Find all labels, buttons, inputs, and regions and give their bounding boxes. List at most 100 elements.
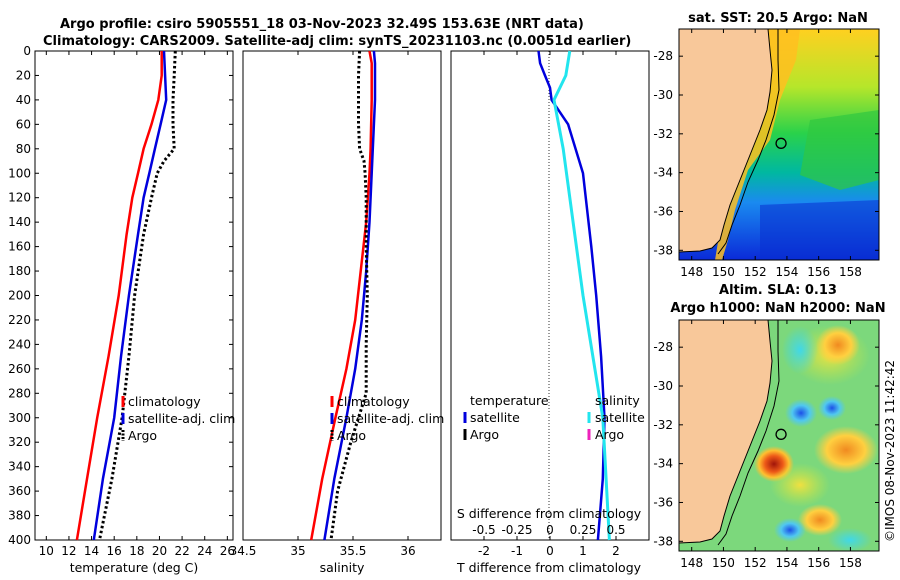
difference-axes-frame [450, 50, 650, 541]
x-tick-label: 2 [612, 544, 620, 558]
x-tick-label: 1 [579, 544, 587, 558]
sla-map-title-line2: Argo h1000: NaN h2000: NaN [670, 301, 885, 316]
depth-tick-label: 180 [8, 264, 31, 278]
s-tick-label: -0.25 [501, 523, 532, 537]
legend-label: satellite [595, 410, 645, 425]
legend-label: satellite-adj. clim [337, 411, 444, 426]
difference-panel: -2 -1 0 1 2 temperature salinity satellite Argo… [450, 50, 650, 575]
legend-label: climatology [128, 394, 201, 409]
map-y-tick-label: -34 [653, 457, 673, 471]
depth-tick-label: 160 [8, 240, 31, 254]
map-y-tick-label: -36 [653, 204, 673, 218]
x-tick-label: 26 [220, 544, 235, 558]
legend-label: Argo [470, 427, 499, 442]
sla-argo-marker [775, 428, 787, 440]
s-tick-label: -0.5 [472, 523, 495, 537]
map-x-tick-label: 158 [839, 265, 862, 279]
map-y-tick-label: -34 [653, 166, 673, 180]
sst-map-ticks: 148 150 152 154 156 158 -28 -30 -32 -34 -36 -38 [653, 29, 879, 279]
sla-coastline [679, 320, 773, 544]
map-y-tick-label: -32 [653, 127, 673, 141]
sst-map-panel: sat. SST: 20.5 Argo: NaN 148 150 152 154 156… [653, 11, 880, 279]
x-tick-label: -1 [511, 544, 523, 558]
map-y-tick-label: -28 [653, 49, 673, 63]
s-tick-label: 0.5 [606, 523, 625, 537]
sst-coastline [679, 29, 773, 253]
x-tick-label: 36 [400, 544, 415, 558]
x-tick-label: 12 [61, 544, 76, 558]
t-difference-xlabel: T difference from climatology [456, 560, 642, 575]
legend-label: Argo [595, 427, 624, 442]
legend-label: climatology [337, 394, 410, 409]
map-y-tick-label: -28 [653, 340, 673, 354]
map-x-tick-label: 156 [807, 265, 830, 279]
depth-tick-label: 360 [8, 484, 31, 498]
sst-map-frame [678, 28, 880, 261]
sla-map-frame [678, 319, 880, 552]
sla-map-ticks: 148 150 152 154 156 158 -28 -30 -32 -34 -36 -38 [653, 320, 879, 570]
depth-tick-label: 100 [8, 166, 31, 180]
x-tick-label: 0 [546, 544, 554, 558]
x-tick-label: 22 [174, 544, 189, 558]
salinity-axes-frame [242, 50, 442, 541]
depth-tick-label: 140 [8, 215, 31, 229]
map-y-tick-label: -38 [653, 534, 673, 548]
s-tick-label: 0.25 [570, 523, 597, 537]
temperature-xlabel: temperature (deg C) [70, 560, 199, 575]
depth-tick-label: 200 [8, 289, 31, 303]
x-tick-label: 18 [129, 544, 144, 558]
map-y-tick-label: -30 [653, 88, 673, 102]
map-x-tick-label: 150 [712, 265, 735, 279]
salinity-ticks: 34.5 35 35.5 36 [230, 51, 416, 558]
sla-land [679, 320, 772, 543]
s-difference-ticks: -0.5 -0.25 0 0.25 0.5 [472, 523, 625, 537]
map-x-tick-label: 154 [775, 556, 798, 570]
map-x-tick-label: 158 [839, 556, 862, 570]
map-x-tick-label: 148 [680, 265, 703, 279]
depth-tick-label: 300 [8, 411, 31, 425]
climatology-line [75, 51, 163, 541]
imos-watermark: ©IMOS 08-Nov-2023 11:42:42 [883, 360, 897, 542]
depth-tick-label: 120 [8, 191, 31, 205]
sla-blue-blob-1 [785, 399, 817, 427]
sla-orange-blob-north [816, 325, 860, 365]
map-x-tick-label: 148 [680, 556, 703, 570]
depth-tick-label: 80 [16, 142, 31, 156]
satellite-adj-clim-line [92, 50, 168, 541]
legend-label: satellite [470, 410, 520, 425]
map-y-tick-label: -36 [653, 495, 673, 509]
s-satellite-diff-line [552, 50, 611, 541]
x-tick-label: 14 [84, 544, 99, 558]
sla-orange-blob-east [814, 426, 878, 474]
map-x-tick-label: 154 [775, 265, 798, 279]
s-difference-top-label: S difference from climatology [457, 506, 642, 521]
x-tick-label: 35.5 [340, 544, 367, 558]
depth-tick-label: 340 [8, 460, 31, 474]
map-x-tick-label: 152 [744, 265, 767, 279]
depth-tick-label: 40 [16, 93, 31, 107]
sla-map-panel: Altim. SLA: 0.13 Argo h1000: NaN h2000: … [653, 283, 885, 570]
temperature-panel: 0204060801001201401601802002202402602803… [8, 44, 649, 575]
sst-green-patch [800, 110, 879, 190]
depth-tick-label: 0 [23, 44, 31, 58]
x-tick-label: 34.5 [230, 544, 257, 558]
climatology-line [309, 50, 373, 541]
depth-tick-label: 280 [8, 386, 31, 400]
sst-land [679, 29, 772, 252]
t-difference-ticks: -2 -1 0 1 2 [478, 51, 620, 558]
x-tick-label: 35 [290, 544, 305, 558]
sla-blue-blob-4 [828, 528, 872, 551]
temperature-ticks: 10 12 14 16 18 20 22 24 26 [39, 51, 235, 558]
salinity-xlabel: salinity [320, 560, 365, 575]
sst-argo-marker [775, 137, 787, 149]
depth-tick-label: 20 [16, 68, 31, 82]
map-x-tick-label: 152 [744, 556, 767, 570]
legend-salinity-header: salinity [595, 393, 640, 408]
x-tick-label: -2 [478, 544, 490, 558]
salinity-lines [309, 50, 377, 541]
difference-lines [537, 50, 611, 541]
map-x-tick-label: 150 [712, 556, 735, 570]
x-tick-label: 24 [197, 544, 212, 558]
depth-tick-label: 60 [16, 117, 31, 131]
temperature-lines [75, 50, 177, 541]
